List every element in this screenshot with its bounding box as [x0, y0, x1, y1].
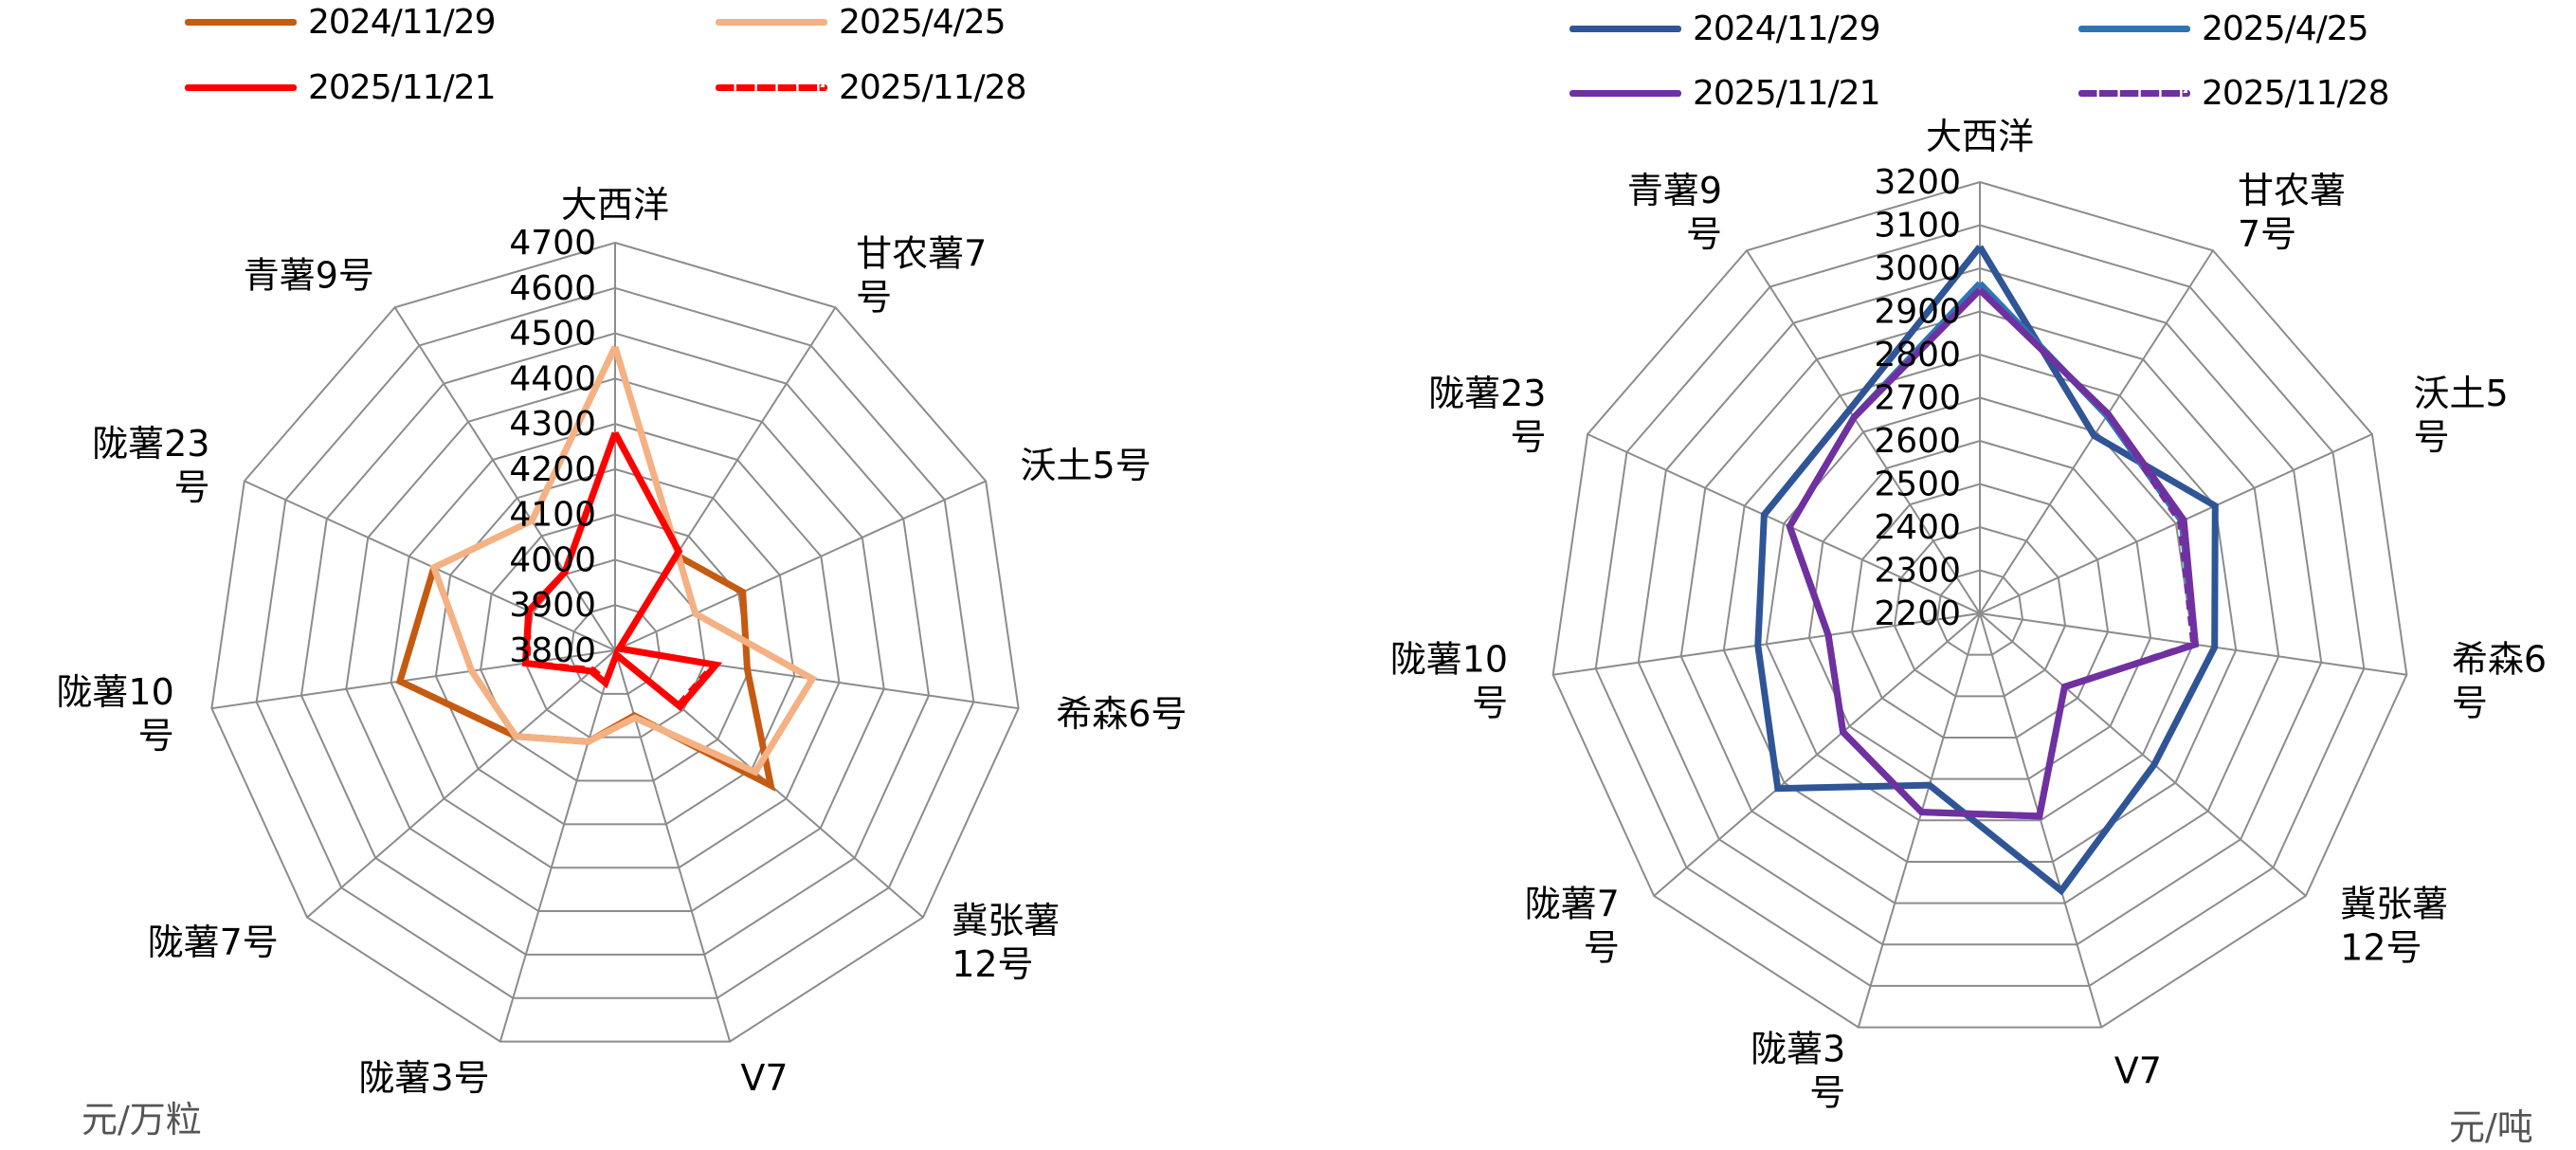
category-label: 号 [138, 715, 174, 757]
legend-item-2025-11-28[interactable]: 2025/11/28 [716, 67, 1026, 107]
tick-label: 3200 [1874, 163, 1961, 202]
series-line-2025-11-28[interactable] [524, 431, 719, 710]
category-label: 陇薯10 [1390, 639, 1508, 681]
radial-axis-ticks: 3800 3900 4000 4100 4200 4300 4400 4500 4600 4700 [509, 224, 596, 670]
category-label: 陇薯3 [1751, 1029, 1845, 1070]
tick-label: 4600 [509, 269, 596, 308]
category-label: 大西洋 [561, 184, 669, 226]
tick-label: 2400 [1874, 508, 1961, 547]
legend-item-2025-4-25[interactable]: 2025/4/25 [716, 2, 1007, 42]
tick-label: 3900 [509, 586, 596, 625]
category-label: 7号 [2238, 213, 2296, 255]
legend-item-2024-11-29[interactable]: 2024/11/29 [185, 2, 496, 42]
tick-label: 2800 [1874, 336, 1961, 374]
legend-item-2024-11-29[interactable]: 2024/11/29 [1569, 9, 1880, 48]
category-label: 12号 [952, 943, 1033, 985]
legend-label: 2025/11/21 [1693, 73, 1880, 113]
tick-label: 4200 [509, 450, 596, 489]
tick-label: 4400 [509, 359, 596, 398]
category-label: 冀张薯 [2340, 883, 2448, 924]
category-label: 号 [1472, 683, 1508, 724]
category-label: 陇薯10 [56, 671, 173, 713]
category-label: 冀张薯 [952, 900, 1060, 941]
tick-label: 2300 [1874, 552, 1961, 591]
legend-dashed-swatch [2078, 89, 2190, 97]
series-line-2024-11-29[interactable] [1754, 245, 2219, 896]
legend-line-swatch [1569, 25, 1681, 32]
radar-grid [210, 241, 1020, 1043]
unit-label: 元/万粒 [82, 1099, 202, 1141]
unit-label: 元/吨 [2449, 1106, 2533, 1148]
category-label: 大西洋 [1926, 116, 2034, 157]
series-line-2025-4-25[interactable] [429, 345, 817, 776]
category-label: 陇薯23 [1428, 373, 1546, 414]
legend-dashed-swatch [716, 83, 827, 91]
category-label: 号 [2452, 683, 2488, 724]
category-label: V7 [2114, 1050, 2162, 1092]
legend-line-swatch [185, 83, 297, 91]
legend-line-swatch [2078, 25, 2190, 32]
legend-line-swatch [1569, 89, 1681, 97]
category-label: 号 [1584, 926, 1620, 968]
category-label: 希森6号 [1056, 693, 1187, 735]
category-label: 号 [1809, 1072, 1845, 1114]
tick-label: 4000 [509, 540, 596, 579]
category-label: 号 [1686, 213, 1722, 255]
legend-label: 2024/11/29 [308, 2, 496, 42]
tick-label: 3100 [1874, 207, 1961, 246]
legend-line-swatch [185, 18, 297, 26]
tick-label: 4700 [509, 224, 596, 263]
radar-series [395, 345, 817, 792]
legend-label: 2025/11/21 [308, 67, 496, 107]
tick-label: 4100 [509, 496, 596, 535]
tick-label: 4500 [509, 315, 596, 354]
legend-item-2025-11-28[interactable]: 2025/11/28 [2078, 73, 2389, 113]
series-line-2025-11-28[interactable] [1787, 287, 2197, 819]
category-label: 号 [2414, 416, 2450, 458]
legend-label: 2025/4/25 [2202, 9, 2369, 48]
category-label: 号 [173, 466, 209, 508]
category-label: 陇薯23 [92, 423, 209, 465]
legend-item-2025-11-21[interactable]: 2025/11/21 [185, 67, 496, 107]
category-label: 号 [856, 277, 892, 319]
category-label: 甘农薯7 [856, 233, 987, 275]
tick-label: 2700 [1874, 379, 1961, 418]
legend-item-2025-11-21[interactable]: 2025/11/21 [1569, 73, 1880, 113]
tick-label: 3000 [1874, 249, 1961, 288]
legend-label: 2025/11/28 [839, 67, 1026, 107]
category-label: 陇薯7号 [148, 922, 279, 963]
category-label: 沃土5号 [1021, 445, 1152, 486]
category-label: 沃土5 [2414, 373, 2509, 414]
category-label: 陇薯3号 [358, 1057, 489, 1099]
tick-label: 4300 [509, 405, 596, 444]
legend-label: 2024/11/29 [1693, 9, 1880, 48]
category-label: 陇薯7 [1525, 883, 1620, 924]
category-labels: 大西洋甘农薯7号沃土5号希森6号冀张薯12号V7陇薯3号陇薯7号陇薯10号陇薯2… [1390, 116, 2547, 1114]
category-label: V7 [740, 1057, 788, 1099]
legend-item-2025-4-25[interactable]: 2025/4/25 [2078, 9, 2369, 48]
category-label: 青薯9号 [244, 255, 374, 297]
category-label: 青薯9 [1627, 170, 1722, 211]
legend-label: 2025/4/25 [839, 2, 1007, 42]
radar-chart-seed-price: 3800 3900 4000 4100 4200 4300 4400 4500 4600 4700… [56, 184, 1187, 1099]
tick-label: 2200 [1874, 594, 1961, 633]
tick-label: 2600 [1874, 422, 1961, 461]
seed-price-radar-panel: 2024/11/29 2025/4/25 2025/11/21 2025/11/… [0, 0, 1288, 1146]
category-label: 12号 [2340, 926, 2422, 968]
category-label: 甘农薯 [2238, 170, 2346, 211]
tick-label: 2900 [1874, 293, 1961, 332]
category-label: 希森6 [2452, 639, 2547, 681]
radar-series [1754, 245, 2219, 896]
legend-line-swatch [716, 18, 827, 26]
category-label: 号 [1510, 416, 1546, 458]
legend-label: 2025/11/28 [2202, 73, 2389, 113]
potato-price-radar-panel: 2024/11/29 2025/4/25 2025/11/21 2025/11/… [1288, 0, 2576, 1149]
tick-label: 2500 [1874, 465, 1961, 504]
category-labels: 大西洋甘农薯7号沃土5号希森6号冀张薯12号V7陇薯3号陇薯7号陇薯10号陇薯2… [56, 184, 1187, 1099]
tick-label: 3800 [509, 631, 596, 670]
radar-grid [1551, 180, 2408, 1029]
